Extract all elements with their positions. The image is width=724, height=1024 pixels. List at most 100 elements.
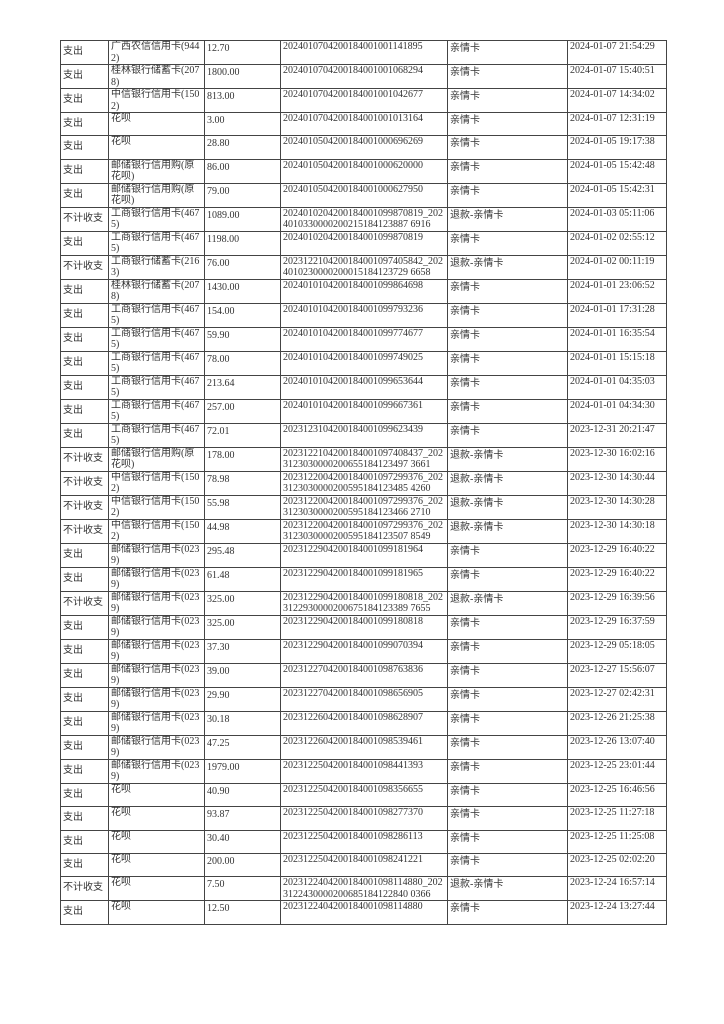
category-cell: 退款-亲情卡 <box>447 518 568 544</box>
order-number-cell: 2023122704200184001098656905 <box>280 686 448 712</box>
order-number-cell: 2023122904200184001099180818_20231229300… <box>280 590 448 616</box>
category-cell: 退款-亲情卡 <box>447 206 568 232</box>
time-cell: 2023-12-26 21:25:38 <box>567 710 667 736</box>
time-cell: 2023-12-25 16:46:56 <box>567 782 667 808</box>
account-cell: 中信银行信用卡(1502) <box>108 518 205 544</box>
amount-cell: 1979.00 <box>204 758 281 784</box>
time-cell: 2023-12-30 14:30:44 <box>567 470 667 496</box>
type-cell: 不计收支 <box>60 206 109 232</box>
category-cell: 亲情卡 <box>447 422 568 448</box>
account-cell: 花呗 <box>108 852 205 878</box>
type-cell: 支出 <box>60 662 109 688</box>
order-number-cell: 2024010704200184001001013164 <box>280 111 448 137</box>
type-cell: 支出 <box>60 158 109 184</box>
account-cell: 花呗 <box>108 829 205 854</box>
order-number-cell: 2024010104200184001099749025 <box>280 350 448 376</box>
account-cell: 邮储银行信用卡(0239) <box>108 734 205 760</box>
account-cell: 工商银行信用卡(4675) <box>108 326 205 352</box>
table-row: 支出 花呗 40.90 2023122504200184001098356655 亲情卡… <box>60 782 667 808</box>
amount-cell: 1430.00 <box>204 278 281 304</box>
time-cell: 2024-01-02 02:55:12 <box>567 230 667 256</box>
amount-cell: 47.25 <box>204 734 281 760</box>
type-cell: 支出 <box>60 638 109 664</box>
time-cell: 2023-12-27 15:56:07 <box>567 662 667 688</box>
amount-cell: 30.40 <box>204 829 281 854</box>
category-cell: 亲情卡 <box>447 135 568 160</box>
account-cell: 邮储银行信用卡(0239) <box>108 758 205 784</box>
type-cell: 支出 <box>60 398 109 424</box>
order-number-cell: 2024010704200184001001068294 <box>280 64 448 89</box>
table-row: 支出 邮储银行信用卡(0239) 47.25 20231226042001840010… <box>60 734 667 760</box>
time-cell: 2024-01-07 14:34:02 <box>567 88 667 113</box>
table-row: 支出 邮储银行信用卡(0239) 37.30 20231229042001840010… <box>60 638 667 664</box>
amount-cell: 295.48 <box>204 542 281 568</box>
table-row: 支出 邮储银行信用购(原花呗) 86.00 202401050420018400100… <box>60 158 667 184</box>
type-cell: 支出 <box>60 230 109 256</box>
amount-cell: 40.90 <box>204 782 281 808</box>
account-cell: 邮储银行信用购(原花呗) <box>108 158 205 184</box>
order-number-cell: 2024010204200184001099870819_20240103300… <box>280 206 448 232</box>
category-cell: 亲情卡 <box>447 829 568 854</box>
type-cell: 不计收支 <box>60 876 109 902</box>
time-cell: 2024-01-01 15:15:18 <box>567 350 667 376</box>
account-cell: 桂林银行储蓄卡(2078) <box>108 64 205 89</box>
type-cell: 支出 <box>60 278 109 304</box>
table-row: 不计收支 中信银行信用卡(1502) 78.98 202312200420018400… <box>60 470 667 496</box>
category-cell: 亲情卡 <box>447 710 568 736</box>
category-cell: 亲情卡 <box>447 111 568 137</box>
type-cell: 不计收支 <box>60 494 109 520</box>
table-row: 支出 邮储银行信用卡(0239) 325.00 2023122904200184001… <box>60 614 667 640</box>
category-cell: 亲情卡 <box>447 302 568 328</box>
order-number-cell: 2023123104200184001099623439 <box>280 422 448 448</box>
type-cell: 支出 <box>60 710 109 736</box>
order-number-cell: 2023122704200184001098763836 <box>280 662 448 688</box>
account-cell: 花呗 <box>108 111 205 137</box>
amount-cell: 213.64 <box>204 374 281 400</box>
table-row: 支出 桂林银行储蓄卡(2078) 1800.00 202401070420018400… <box>60 64 667 89</box>
account-cell: 工商银行信用卡(4675) <box>108 422 205 448</box>
amount-cell: 61.48 <box>204 566 281 592</box>
type-cell: 支出 <box>60 734 109 760</box>
account-cell: 邮储银行信用购(原花呗) <box>108 446 205 472</box>
amount-cell: 76.00 <box>204 254 281 280</box>
category-cell: 亲情卡 <box>447 374 568 400</box>
table-row: 不计收支 工商银行储蓄卡(2163) 76.00 202312210420018400… <box>60 254 667 280</box>
type-cell: 支出 <box>60 64 109 89</box>
amount-cell: 325.00 <box>204 614 281 640</box>
account-cell: 工商银行信用卡(4675) <box>108 302 205 328</box>
category-cell: 退款-亲情卡 <box>447 254 568 280</box>
amount-cell: 200.00 <box>204 852 281 878</box>
table-row: 支出 邮储银行信用卡(0239) 39.00 20231227042001840010… <box>60 662 667 688</box>
table-row: 不计收支 中信银行信用卡(1502) 44.98 202312200420018400… <box>60 518 667 544</box>
table-row: 支出 邮储银行信用卡(0239) 61.48 20231229042001840010… <box>60 566 667 592</box>
account-cell: 邮储银行信用购(原花呗) <box>108 182 205 208</box>
table-row: 支出 中信银行信用卡(1502) 813.00 2024010704200184001… <box>60 88 667 113</box>
time-cell: 2023-12-24 16:57:14 <box>567 876 667 902</box>
amount-cell: 29.90 <box>204 686 281 712</box>
amount-cell: 72.01 <box>204 422 281 448</box>
category-cell: 亲情卡 <box>447 40 568 65</box>
type-cell: 支出 <box>60 852 109 878</box>
account-cell: 邮储银行信用卡(0239) <box>108 590 205 616</box>
table-row: 支出 工商银行信用卡(4675) 72.01 20231231042001840010… <box>60 422 667 448</box>
table-row: 支出 邮储银行信用卡(0239) 1979.00 202312250420018400… <box>60 758 667 784</box>
time-cell: 2023-12-29 16:39:56 <box>567 590 667 616</box>
time-cell: 2023-12-29 05:18:05 <box>567 638 667 664</box>
amount-cell: 1800.00 <box>204 64 281 89</box>
order-number-cell: 2023122904200184001099180818 <box>280 614 448 640</box>
table-row: 支出 花呗 28.80 2024010504200184001000696269 亲情卡… <box>60 135 667 160</box>
account-cell: 花呗 <box>108 900 205 925</box>
amount-cell: 86.00 <box>204 158 281 184</box>
account-cell: 工商银行信用卡(4675) <box>108 350 205 376</box>
time-cell: 2023-12-27 02:42:31 <box>567 686 667 712</box>
type-cell: 支出 <box>60 40 109 65</box>
type-cell: 支出 <box>60 829 109 854</box>
order-number-cell: 2023122504200184001098441393 <box>280 758 448 784</box>
type-cell: 不计收支 <box>60 446 109 472</box>
category-cell: 退款-亲情卡 <box>447 494 568 520</box>
order-number-cell: 2023122504200184001098241221 <box>280 852 448 878</box>
table-row: 不计收支 邮储银行信用购(原花呗) 178.00 202312210420018400… <box>60 446 667 472</box>
order-number-cell: 2024010104200184001099653644 <box>280 374 448 400</box>
time-cell: 2023-12-25 02:02:20 <box>567 852 667 878</box>
category-cell: 亲情卡 <box>447 88 568 113</box>
